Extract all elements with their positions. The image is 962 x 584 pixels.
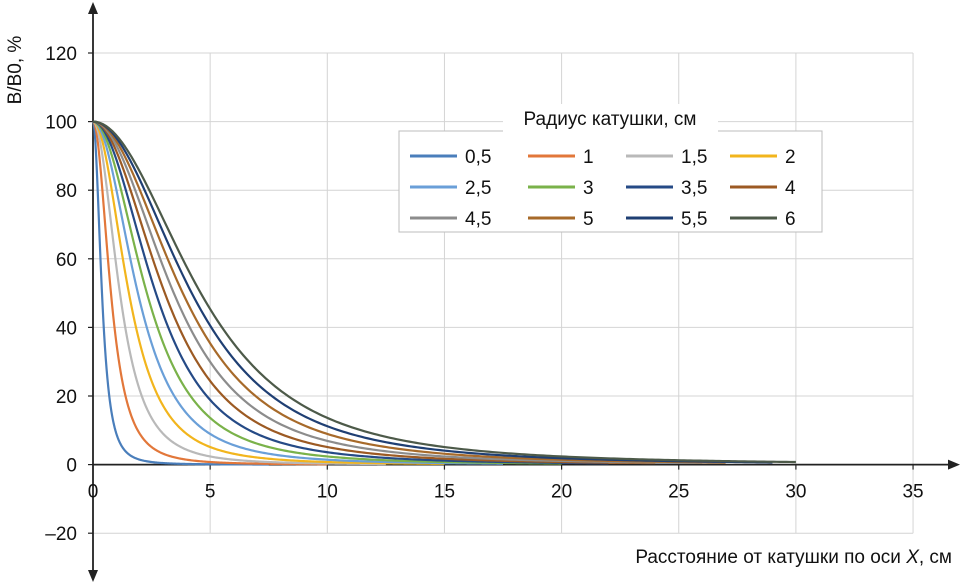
x-tick-label: 10 bbox=[317, 482, 338, 503]
x-axis-title-part: X bbox=[905, 547, 920, 568]
legend-label: 2,5 bbox=[465, 178, 491, 199]
y-tick-label: 40 bbox=[56, 318, 77, 339]
y-tick-label: 20 bbox=[56, 387, 77, 408]
series-line-1-5 bbox=[92, 120, 386, 466]
series-line-2 bbox=[92, 120, 445, 465]
x-axis-title-part: Расстояние от катушки по оси bbox=[635, 547, 906, 568]
series-line-2-5 bbox=[92, 120, 504, 465]
x-tick-label: 0 bbox=[88, 482, 99, 503]
x-tick-label: 5 bbox=[205, 482, 216, 503]
x-tick-label: 35 bbox=[902, 482, 923, 503]
series-lines bbox=[91, 120, 796, 466]
legend-label: 1 bbox=[583, 147, 594, 168]
legend-label: 5 bbox=[583, 209, 594, 230]
legend-label: 3,5 bbox=[681, 178, 707, 199]
series-line-0-5 bbox=[91, 121, 270, 466]
legend-label: 4 bbox=[785, 178, 796, 199]
y-axis-arrow-up bbox=[88, 2, 98, 14]
x-tick-label: 20 bbox=[551, 482, 572, 503]
x-tick-label: 30 bbox=[785, 482, 806, 503]
legend-label: 1,5 bbox=[681, 147, 707, 168]
x-axis-title: Расстояние от катушки по оси X, см bbox=[635, 547, 952, 568]
legend-label: 5,5 bbox=[681, 209, 707, 230]
legend-title-bg bbox=[503, 104, 718, 132]
y-axis-arrow-down bbox=[88, 570, 98, 582]
legend: Радиус катушки, см 0,5 1 1,5 2 2,5 3 3,5 4 4,5 5 5,… bbox=[398, 104, 823, 233]
y-axis-title: B/B0, % bbox=[5, 36, 26, 105]
x-axis-arrow bbox=[948, 459, 960, 470]
legend-label: 6 bbox=[785, 209, 796, 230]
series-line-1 bbox=[92, 120, 328, 466]
y-tick-label: 0 bbox=[66, 456, 77, 477]
series-line-6 bbox=[92, 120, 796, 464]
x-axis-title-part: , см bbox=[919, 547, 952, 568]
x-tick-label: 25 bbox=[668, 482, 689, 503]
y-tick-label: 80 bbox=[56, 181, 77, 202]
x-tick-label: 15 bbox=[434, 482, 455, 503]
legend-label: 0,5 bbox=[465, 147, 491, 168]
legend-label: 4,5 bbox=[465, 209, 491, 230]
y-tick-label: 100 bbox=[45, 113, 77, 134]
y-tick-label: –20 bbox=[45, 524, 77, 545]
legend-box bbox=[398, 130, 823, 233]
y-tick-label: 60 bbox=[56, 250, 77, 271]
axes bbox=[88, 2, 960, 582]
y-tick-label: 120 bbox=[45, 44, 77, 65]
legend-label: 2 bbox=[785, 147, 796, 168]
legend-label: 3 bbox=[583, 178, 594, 199]
legend-title: Радиус катушки, см bbox=[524, 109, 697, 130]
